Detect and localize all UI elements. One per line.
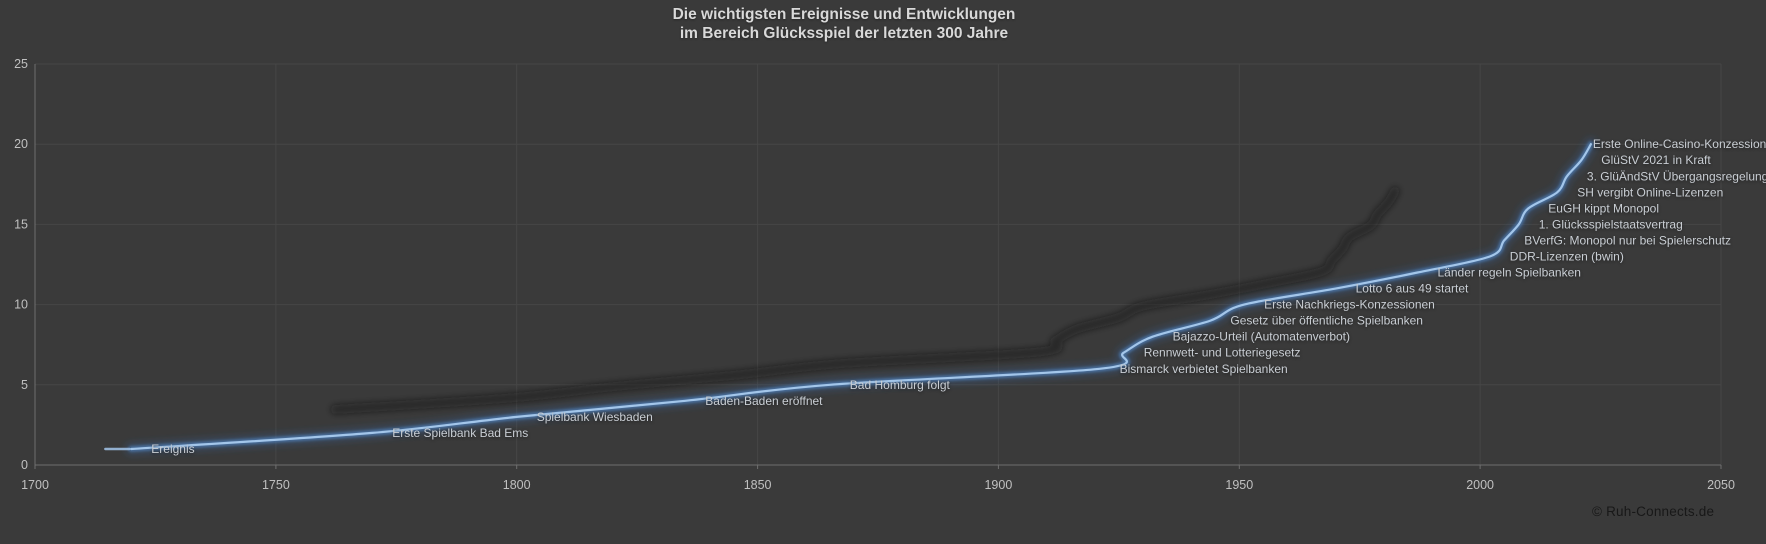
event-label: 1. Glücksspielstaatsvertrag <box>1539 217 1683 231</box>
event-label: BVerfG: Monopol nur bei Spielerschutz <box>1524 233 1731 247</box>
svg-text:20: 20 <box>14 137 28 151</box>
svg-text:1900: 1900 <box>984 478 1012 492</box>
event-label: Erste Nachkriegs-Konzessionen <box>1264 298 1435 312</box>
x-tick-labels: 1700 1750 1800 1850 1900 1950 2000 2050 <box>21 478 1735 492</box>
event-label: Rennwett- und Lotteriegesetz <box>1144 346 1301 360</box>
event-label: 3. GlüÄndStV Übergangsregelung <box>1587 169 1766 183</box>
event-label: Baden-Baden eröffnet <box>705 394 823 408</box>
svg-text:2000: 2000 <box>1466 478 1494 492</box>
chart-title-line1: Die wichtigsten Ereignisse und Entwicklu… <box>672 6 1016 23</box>
line-shadow <box>330 186 1400 415</box>
event-label: Erste Spielbank Bad Ems <box>392 426 528 440</box>
event-label: Länder regeln Spielbanken <box>1438 266 1581 280</box>
event-label: Bismarck verbietet Spielbanken <box>1120 362 1288 376</box>
svg-text:10: 10 <box>14 298 28 312</box>
event-label: SH vergibt Online-Lizenzen <box>1577 185 1723 199</box>
svg-text:1750: 1750 <box>262 478 290 492</box>
event-label: Ereignis <box>151 442 194 456</box>
event-label: Bajazzo-Urteil (Automatenverbot) <box>1173 330 1350 344</box>
axes <box>34 64 1722 469</box>
event-line <box>124 137 1598 456</box>
event-label: EuGH kippt Monopol <box>1548 201 1659 215</box>
chart-title-line2: im Bereich Glücksspiel der letzten 300 J… <box>679 25 1009 42</box>
event-label: Bad Homburg folgt <box>850 378 951 392</box>
copyright-text: © Ruh-Connects.de <box>1592 504 1715 519</box>
svg-text:2050: 2050 <box>1707 478 1735 492</box>
y-tick-labels: 0 5 10 15 20 25 <box>14 57 28 472</box>
event-label: Erste Online-Casino-Konzessionen <box>1593 137 1766 151</box>
event-label: GlüStV 2021 in Kraft <box>1601 153 1711 167</box>
event-labels: Ereignis Erste Spielbank Bad Ems Spielbank… <box>151 137 1766 456</box>
svg-text:0: 0 <box>21 458 28 472</box>
svg-text:1950: 1950 <box>1225 478 1253 492</box>
svg-text:1850: 1850 <box>744 478 772 492</box>
event-label: Spielbank Wiesbaden <box>537 410 653 424</box>
svg-text:1800: 1800 <box>503 478 531 492</box>
event-label: DDR-Lizenzen (bwin) <box>1510 250 1624 264</box>
svg-text:5: 5 <box>21 378 28 392</box>
svg-text:25: 25 <box>14 57 28 71</box>
event-label: Lotto 6 aus 49 startet <box>1356 282 1469 296</box>
event-label: Gesetz über öffentliche Spielbanken <box>1230 314 1423 328</box>
chart-title: Die wichtigsten Ereignisse und Entwicklu… <box>0 5 1688 43</box>
svg-text:15: 15 <box>14 217 28 231</box>
svg-text:1700: 1700 <box>21 478 49 492</box>
